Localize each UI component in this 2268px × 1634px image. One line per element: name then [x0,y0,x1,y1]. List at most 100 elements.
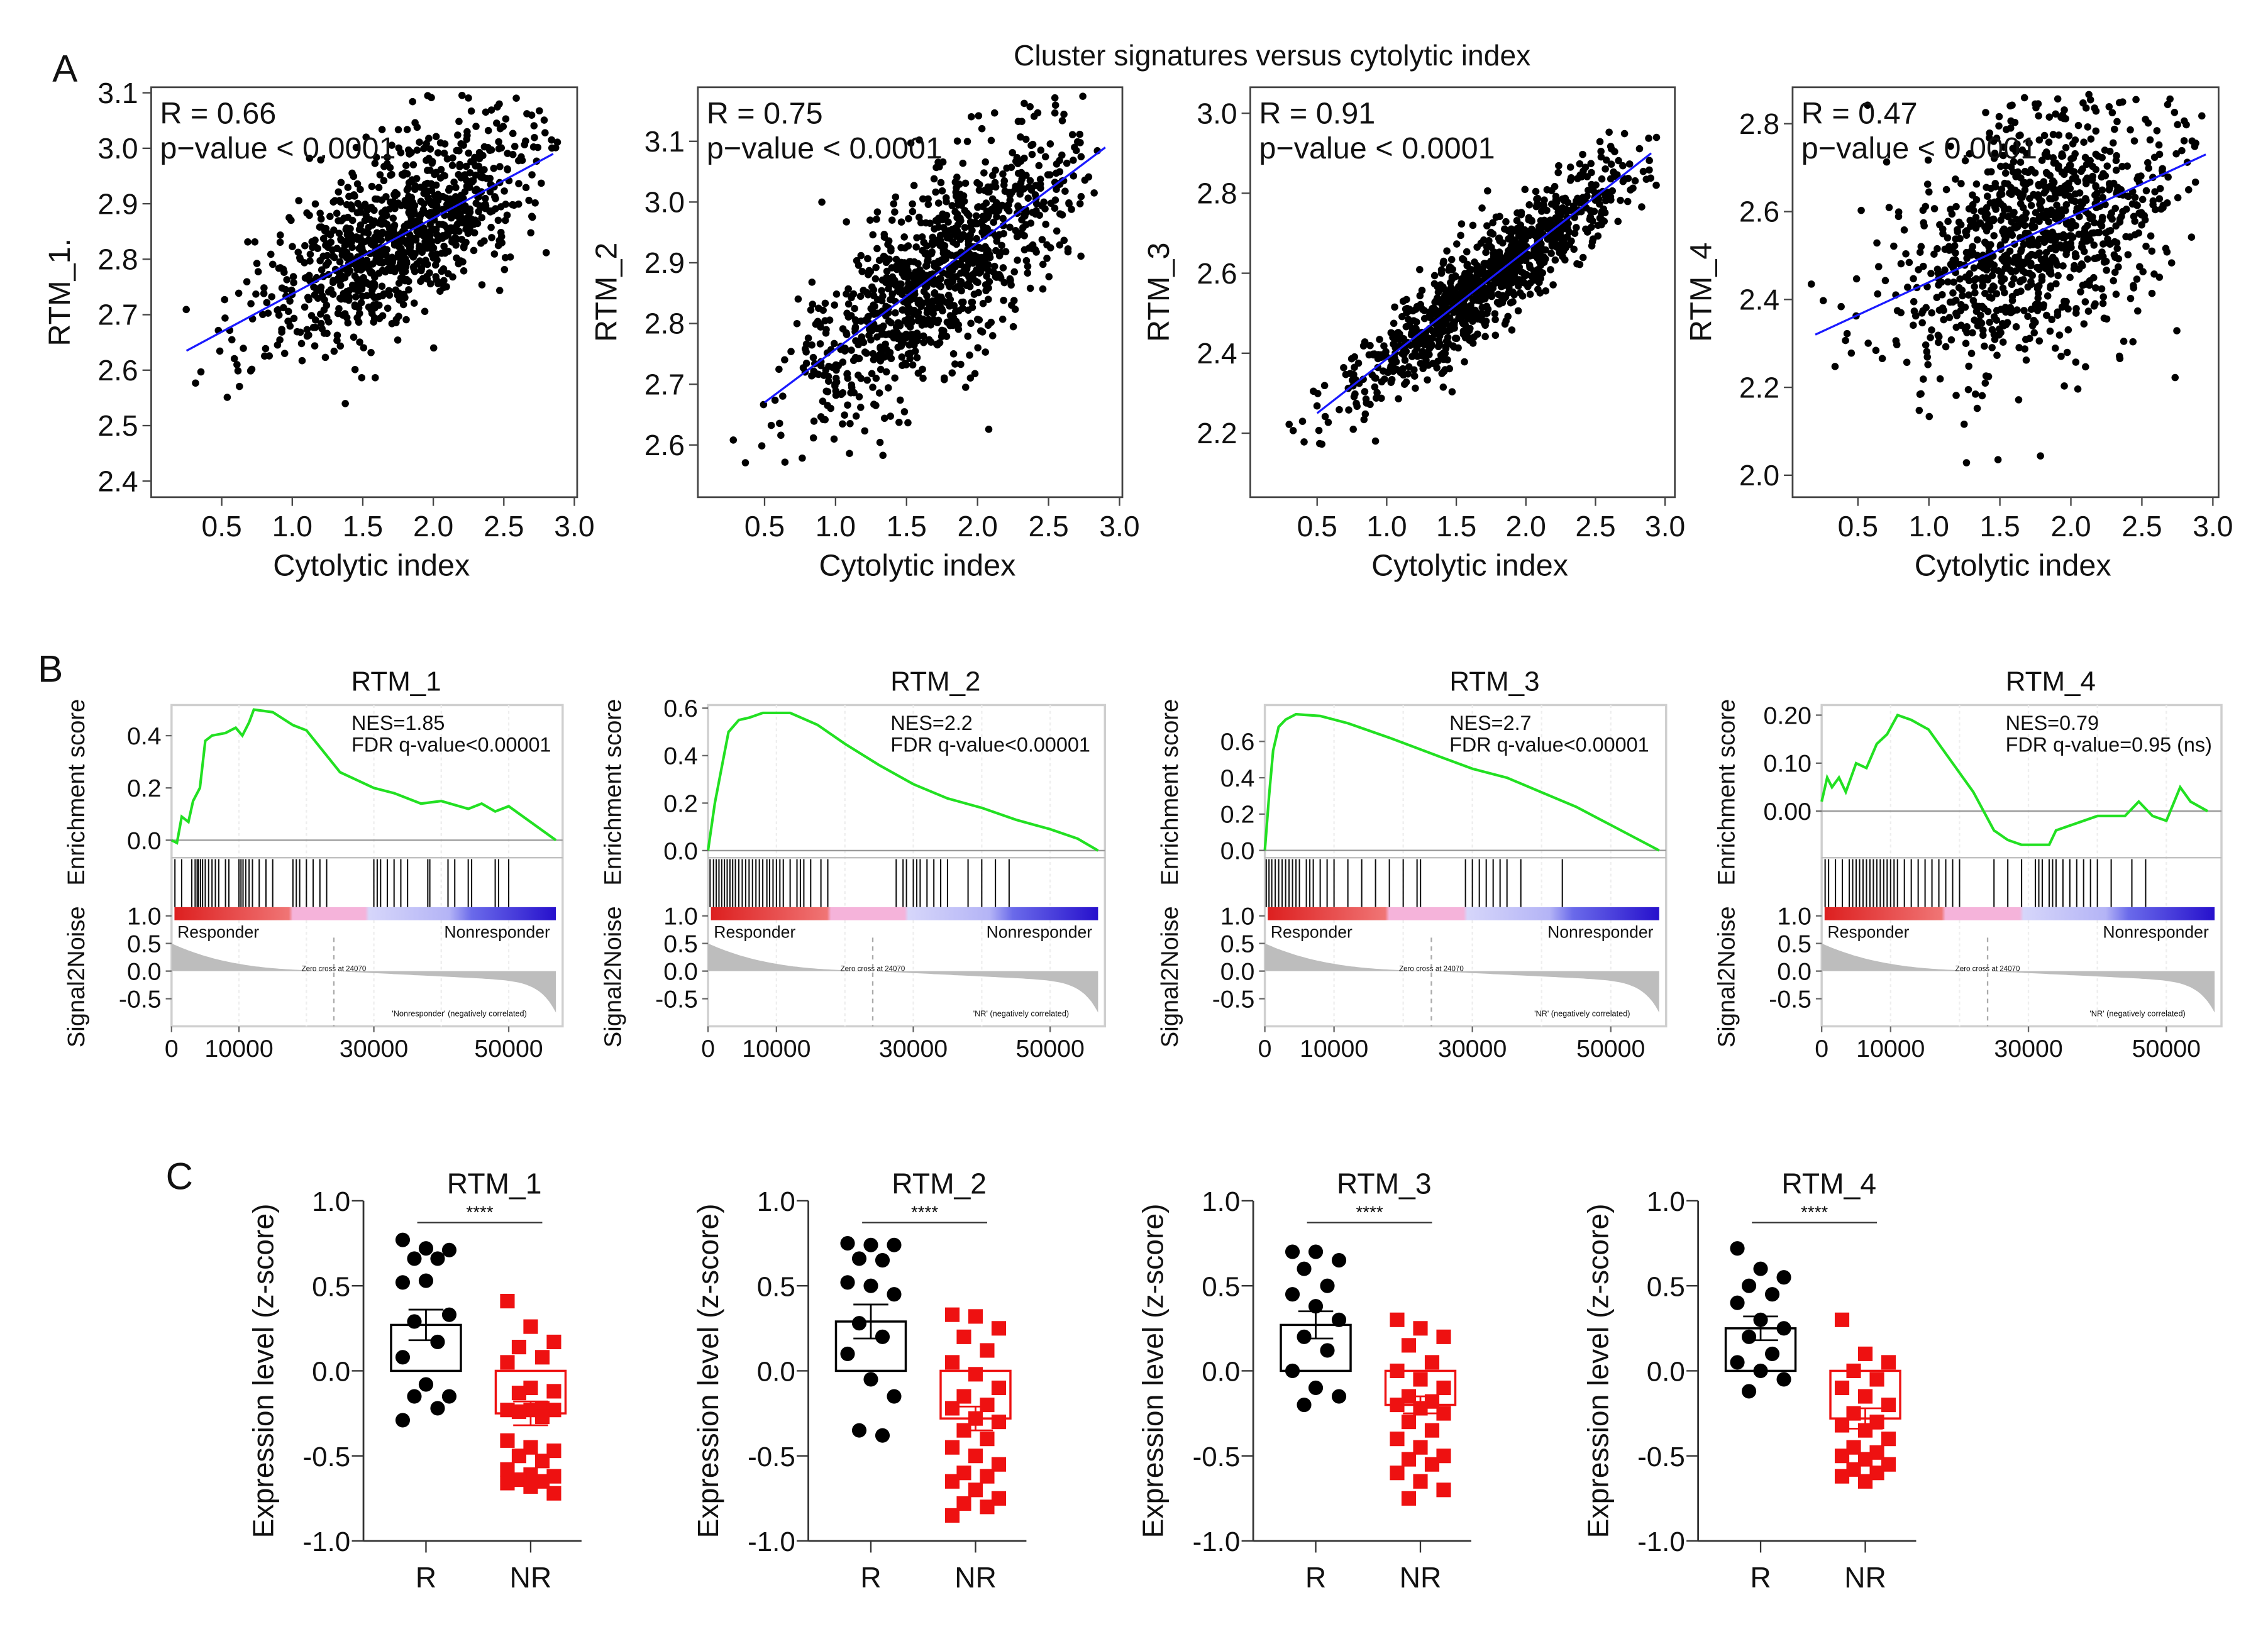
y-tick-label: 0.0 [1647,1357,1685,1388]
scatter-point [943,278,951,286]
scatter-point [2094,253,2102,262]
scatter-point [875,389,883,397]
scatter-point [1037,146,1045,154]
scatter-point [375,314,384,323]
scatter-point [821,416,829,424]
scatter-point [2090,241,2098,249]
scatter-point [898,353,906,361]
scatter-point [341,241,349,250]
scatter-point [1469,339,1477,347]
nonresponder-point [1401,1415,1417,1430]
scatter-point [1481,321,1489,329]
scatter-point [2081,298,2089,306]
scatter-point [1464,285,1471,293]
scatter-point [2069,220,2077,228]
scatter-point [496,124,504,133]
scatter-point [1499,282,1507,290]
scatter-point [1070,172,1078,180]
scatter-point [405,286,412,294]
scatter-point [1053,185,1060,193]
scatter-point [900,408,909,416]
scatter-point [357,185,364,194]
scatter-point [1962,248,1971,257]
nes-value: NES=1.85 [351,712,445,734]
scatter-point [335,229,343,237]
scatter-point [348,205,356,213]
scatter-point [1489,219,1496,227]
scatter-point [1474,315,1482,323]
scatter-point [937,282,944,290]
scatter-point [953,137,961,145]
nonresponder-point [1881,1457,1896,1472]
scatter-point [1434,283,1441,290]
scatter-point [1010,268,1018,276]
scatter-point [831,301,838,309]
scatter-point [2182,121,2190,129]
scatter-point [1412,318,1420,326]
scatter-point [2113,239,2121,246]
scatter-point [321,353,329,362]
scatter-point [967,319,975,328]
scatter-point [512,94,520,102]
responder-point [863,1372,878,1387]
nonresponder-point [1846,1406,1861,1421]
scatter-point [389,257,397,265]
scatter-point [402,316,410,324]
scatter-point [992,233,1000,240]
scatter-point [974,344,982,351]
scatter-point [1864,339,1872,347]
y-tick-label: 0.0 [1202,1357,1240,1388]
panel-label-c: C [166,1155,193,1197]
scatter-point [2111,125,2118,133]
fdr-value: FDR q-value<0.00001 [890,733,1090,756]
es-tick-label: 0.10 [1763,750,1811,778]
scatter-point [1521,272,1529,280]
scatter-point [914,308,922,316]
scatter-point [1040,198,1048,206]
scatter-point [1064,248,1072,256]
scatter-point [432,273,440,280]
scatter-point [439,192,447,201]
plot-title: RTM_3 [1337,1167,1432,1200]
scatter-point [2035,136,2044,144]
scatter-point [1999,228,2006,235]
scatter-point [329,279,337,287]
scatter-point [1559,224,1568,231]
scatter-point [2025,236,2033,244]
scatter-point [1079,92,1087,100]
scatter-point [495,138,502,146]
scatter-point [1956,275,1964,283]
scatter-point [308,238,316,246]
scatter-point [353,180,362,188]
scatter-point [1997,241,2005,249]
correlation-r: R = 0.75 [707,97,823,131]
scatter-point [2110,277,2117,285]
scatter-point [1446,263,1454,271]
nonresponder-point [980,1469,995,1484]
scatter-point [1433,296,1441,304]
scatter-point [2113,187,2121,196]
scatter-point [963,138,971,145]
scatter-point [1967,223,1974,230]
scatter-point [455,147,463,155]
nonresponder-point [500,1403,515,1418]
scatter-point [1439,283,1447,291]
scatter-point [809,353,817,362]
scatter-point [416,138,423,146]
scatter-point [2070,168,2078,175]
scatter-point [1993,316,2001,324]
scatter-point [323,301,331,309]
scatter-point [981,258,989,266]
scatter-point [832,374,840,382]
scatter-point [1463,328,1470,336]
scatter-point [2005,205,2013,213]
scatter-point [318,325,326,333]
scatter-point [1410,366,1418,374]
scatter-point [1473,243,1481,251]
scatter-point [316,257,324,265]
x-tick-label: 0.5 [201,510,241,543]
scatter-point [871,275,880,283]
scatter-point [1620,130,1629,138]
scatter-point [2045,138,2053,146]
scatter-point [369,260,377,268]
